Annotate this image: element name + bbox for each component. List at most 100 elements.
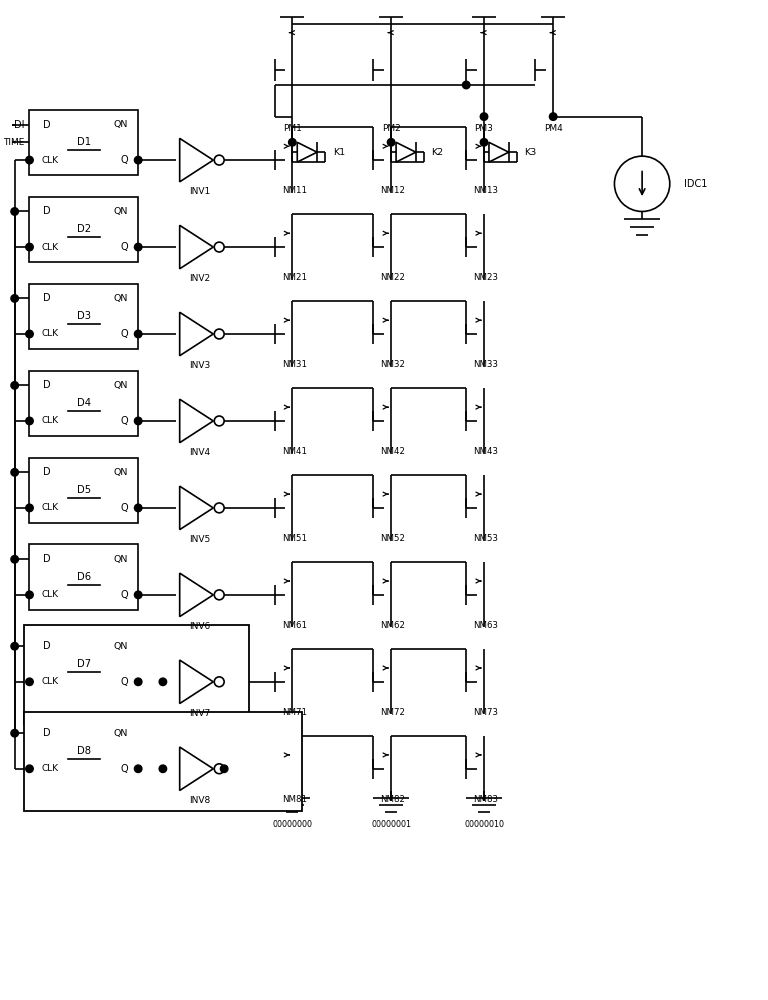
Bar xyxy=(29,631,138,697)
Text: CLK: CLK xyxy=(41,590,58,599)
Circle shape xyxy=(134,591,142,599)
Circle shape xyxy=(462,81,470,89)
Bar xyxy=(29,544,138,610)
Text: TIME: TIME xyxy=(3,138,25,147)
Circle shape xyxy=(26,765,33,773)
Circle shape xyxy=(26,678,33,686)
Text: QN: QN xyxy=(114,642,128,651)
Text: NM42: NM42 xyxy=(381,447,406,456)
Text: NM72: NM72 xyxy=(381,708,406,717)
Text: QN: QN xyxy=(114,555,128,564)
Bar xyxy=(29,197,138,262)
Text: NM31: NM31 xyxy=(282,360,306,369)
Text: CLK: CLK xyxy=(41,677,58,686)
Bar xyxy=(29,371,138,436)
Bar xyxy=(29,718,138,784)
Text: D4: D4 xyxy=(77,398,91,408)
Circle shape xyxy=(26,243,33,251)
Text: CLK: CLK xyxy=(41,416,58,425)
Text: 00000001: 00000001 xyxy=(371,820,411,829)
Circle shape xyxy=(134,678,142,686)
Text: INV1: INV1 xyxy=(189,187,210,196)
Circle shape xyxy=(480,113,488,120)
Text: D6: D6 xyxy=(77,572,91,582)
Text: NM52: NM52 xyxy=(381,534,406,543)
Text: NM82: NM82 xyxy=(381,795,406,804)
Circle shape xyxy=(11,469,18,476)
Text: D: D xyxy=(43,380,51,390)
Text: CLK: CLK xyxy=(41,243,58,252)
Text: PM1: PM1 xyxy=(283,124,302,133)
Text: D: D xyxy=(43,467,51,477)
Circle shape xyxy=(134,504,142,512)
Text: D7: D7 xyxy=(77,659,91,669)
Text: NM23: NM23 xyxy=(474,273,498,282)
Circle shape xyxy=(11,729,18,737)
Text: Q: Q xyxy=(121,155,128,165)
Circle shape xyxy=(134,330,142,338)
Circle shape xyxy=(289,139,296,146)
Text: PM4: PM4 xyxy=(544,124,562,133)
Bar xyxy=(24,712,302,811)
Text: NM22: NM22 xyxy=(381,273,406,282)
Text: NM73: NM73 xyxy=(474,708,498,717)
Text: NM33: NM33 xyxy=(474,360,498,369)
Text: NM71: NM71 xyxy=(282,708,306,717)
Text: QN: QN xyxy=(114,207,128,216)
Circle shape xyxy=(26,591,33,599)
Text: NM43: NM43 xyxy=(474,447,498,456)
Text: NM32: NM32 xyxy=(381,360,406,369)
Text: NM51: NM51 xyxy=(282,534,306,543)
Text: INV4: INV4 xyxy=(189,448,210,457)
Text: Q: Q xyxy=(121,590,128,600)
Text: NM12: NM12 xyxy=(381,186,406,195)
Text: QN: QN xyxy=(114,120,128,129)
Text: IDC1: IDC1 xyxy=(684,179,707,189)
Text: CLK: CLK xyxy=(41,329,58,338)
Text: NM83: NM83 xyxy=(474,795,498,804)
Text: K1: K1 xyxy=(333,148,345,157)
Circle shape xyxy=(11,642,18,650)
Bar xyxy=(24,625,249,724)
Circle shape xyxy=(26,330,33,338)
Circle shape xyxy=(26,504,33,512)
Text: INV7: INV7 xyxy=(189,709,210,718)
Text: Q: Q xyxy=(121,503,128,513)
Circle shape xyxy=(134,417,142,425)
Circle shape xyxy=(159,678,167,686)
Text: INV3: INV3 xyxy=(189,361,210,370)
Text: D2: D2 xyxy=(77,224,91,234)
Text: QN: QN xyxy=(114,381,128,390)
Text: PM2: PM2 xyxy=(382,124,400,133)
Text: 00000000: 00000000 xyxy=(273,820,313,829)
Bar xyxy=(29,284,138,349)
Text: Q: Q xyxy=(121,764,128,774)
Circle shape xyxy=(11,382,18,389)
Circle shape xyxy=(480,139,488,146)
Text: Q: Q xyxy=(121,242,128,252)
Text: Q: Q xyxy=(121,677,128,687)
Text: Q: Q xyxy=(121,329,128,339)
Text: NM61: NM61 xyxy=(282,621,306,630)
Text: INV6: INV6 xyxy=(189,622,210,631)
Text: D3: D3 xyxy=(77,311,91,321)
Text: NM63: NM63 xyxy=(474,621,498,630)
Text: NM81: NM81 xyxy=(282,795,306,804)
Circle shape xyxy=(11,295,18,302)
Text: NM13: NM13 xyxy=(474,186,498,195)
Circle shape xyxy=(134,243,142,251)
Text: CLK: CLK xyxy=(41,156,58,165)
Circle shape xyxy=(134,156,142,164)
Text: DI: DI xyxy=(14,120,25,130)
Text: PM3: PM3 xyxy=(475,124,494,133)
Circle shape xyxy=(11,556,18,563)
Text: CLK: CLK xyxy=(41,503,58,512)
Text: QN: QN xyxy=(114,468,128,477)
Circle shape xyxy=(26,156,33,164)
Text: D5: D5 xyxy=(77,485,91,495)
Circle shape xyxy=(159,765,167,773)
Text: QN: QN xyxy=(114,294,128,303)
Text: Q: Q xyxy=(121,416,128,426)
Text: D: D xyxy=(43,728,51,738)
Text: D: D xyxy=(43,293,51,303)
